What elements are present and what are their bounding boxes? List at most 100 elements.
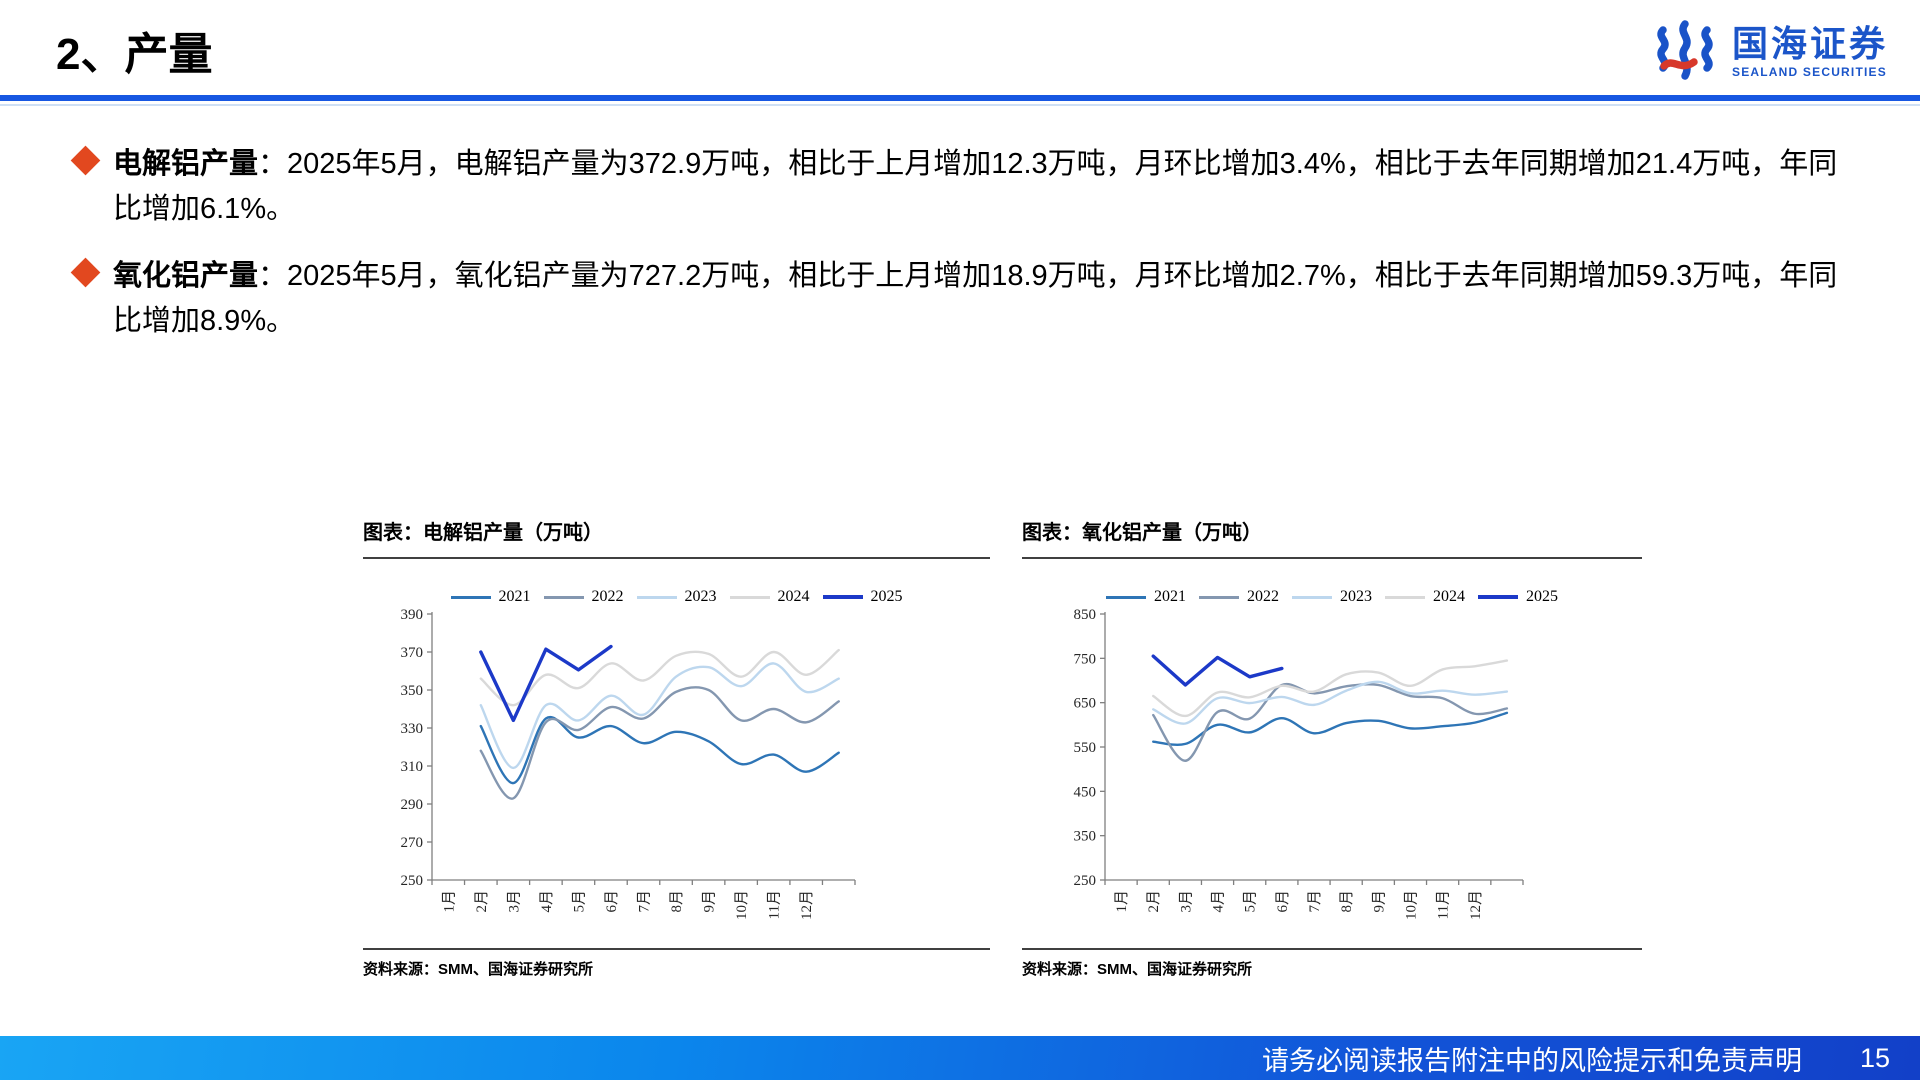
svg-text:350: 350 [1074, 829, 1097, 845]
svg-text:7月: 7月 [637, 890, 653, 913]
legend-label: 2024 [777, 588, 810, 605]
header-secondary-rule [0, 104, 1920, 106]
legend-swatch [636, 595, 677, 599]
svg-text:350: 350 [401, 683, 424, 699]
legend-label: 2025 [870, 588, 903, 605]
legend-label: 2025 [1526, 588, 1558, 605]
sealand-logo: 国海证券 SEALAND SECURITIES [1650, 16, 1888, 87]
legend-item-2025: 2025 [1478, 588, 1558, 606]
chart-source: 资料来源：SMM、国海证券研究所 [1022, 961, 1252, 978]
svg-text:330: 330 [401, 721, 424, 737]
legend-item-2024: 2024 [729, 588, 810, 606]
diamond-bullet-icon [70, 145, 101, 176]
series-line-2025 [479, 644, 613, 723]
svg-text:10月: 10月 [734, 890, 750, 920]
legend-item-2022: 2022 [1199, 588, 1279, 606]
chart-top-rule [1022, 557, 1642, 559]
sealand-logo-mark-icon [1650, 16, 1722, 87]
svg-text:3月: 3月 [506, 890, 522, 913]
chart-top-rule [363, 557, 990, 559]
legend-swatch [543, 595, 584, 599]
svg-text:9月: 9月 [702, 890, 718, 913]
svg-text:250: 250 [401, 873, 424, 889]
legend-item-2022: 2022 [543, 588, 624, 606]
series-line-2022 [479, 686, 840, 800]
legend-label: 2021 [1154, 588, 1186, 605]
svg-text:750: 750 [1074, 651, 1097, 667]
svg-text:10月: 10月 [1403, 890, 1419, 920]
bullet-alumina: 氧化铝产量：2025年5月，氧化铝产量为727.2万吨，相比于上月增加18.9万… [70, 254, 1865, 344]
logo-en-text: SEALAND SECURITIES [1731, 64, 1887, 79]
svg-text:6月: 6月 [1275, 890, 1291, 913]
svg-text:270: 270 [401, 835, 424, 851]
svg-text:5月: 5月 [571, 890, 587, 913]
svg-text:9月: 9月 [1371, 890, 1387, 913]
svg-text:850: 850 [1074, 607, 1097, 623]
series-line-2024 [1152, 659, 1509, 718]
legend-label: 2024 [1433, 588, 1465, 605]
legend-item-2023: 2023 [636, 588, 717, 606]
legend-label: 2022 [1247, 588, 1279, 605]
chart-legend: 2021 2022 2023 2024 2025 [363, 588, 990, 606]
legend-swatch [1478, 595, 1518, 599]
svg-text:2月: 2月 [1146, 890, 1162, 913]
legend-swatch [1292, 595, 1332, 599]
footer-bar: 请务必阅读报告附注中的风险提示和免责声明 15 [0, 1036, 1920, 1080]
legend-swatch [1106, 595, 1146, 599]
svg-text:310: 310 [401, 759, 424, 775]
chart-title: 图表：氧化铝产量（万吨） [1022, 522, 1262, 544]
bullet-text: 氧化铝产量：2025年5月，氧化铝产量为727.2万吨，相比于上月增加18.9万… [113, 254, 1865, 344]
svg-text:7月: 7月 [1307, 890, 1323, 913]
series-line-2023 [1152, 680, 1509, 725]
legend-swatch [1199, 595, 1239, 599]
svg-text:5月: 5月 [1243, 890, 1259, 913]
chart-bottom-rule [363, 948, 990, 950]
chart-plot-svg: 250 270 290 310 330 350 370 390 1月 2月 3月 4月 5月 6月 7月 8月… [401, 607, 856, 920]
svg-text:6月: 6月 [604, 890, 620, 913]
svg-text:290: 290 [401, 797, 424, 813]
svg-text:250: 250 [1074, 873, 1097, 889]
bullet-electrolytic-aluminum: 电解铝产量：2025年5月，电解铝产量为372.9万吨，相比于上月增加12.3万… [70, 142, 1865, 232]
legend-swatch [1385, 595, 1425, 599]
page-title: 2、产量 [56, 30, 213, 79]
legend-label: 2022 [591, 588, 624, 605]
svg-text:8月: 8月 [669, 890, 685, 913]
bullet-body: ：2025年5月，电解铝产量为372.9万吨，相比于上月增加12.3万吨，月环比… [113, 148, 1838, 225]
footer-disclaimer: 请务必阅读报告附注中的风险提示和免责声明 [1261, 1045, 1802, 1076]
svg-text:8月: 8月 [1339, 890, 1355, 913]
svg-text:4月: 4月 [1211, 890, 1227, 913]
legend-item-2023: 2023 [1292, 588, 1372, 606]
series-line-2025 [1151, 654, 1284, 687]
series-line-2023 [479, 662, 840, 770]
svg-text:390: 390 [401, 607, 424, 623]
header-accent-rule [0, 95, 1920, 101]
series-line-2021 [1152, 711, 1509, 746]
svg-text:450: 450 [1074, 784, 1097, 800]
svg-text:4月: 4月 [539, 890, 555, 913]
bullet-label: 电解铝产量 [113, 148, 259, 180]
legend-item-2021: 2021 [1106, 588, 1186, 606]
legend-label: 2023 [684, 588, 717, 605]
legend-item-2024: 2024 [1385, 588, 1465, 606]
chart-card-alumina: 图表：氧化铝产量（万吨） 2021 2022 2023 2024 2025 250 350… [1022, 516, 1642, 996]
legend-item-2025: 2025 [822, 588, 903, 606]
svg-text:3月: 3月 [1178, 890, 1194, 913]
diamond-bullet-icon [70, 257, 101, 288]
svg-text:11月: 11月 [767, 890, 783, 919]
svg-text:11月: 11月 [1436, 890, 1452, 919]
legend-item-2021: 2021 [450, 588, 531, 606]
svg-text:12月: 12月 [799, 890, 815, 920]
svg-text:370: 370 [401, 645, 424, 661]
svg-text:1月: 1月 [1114, 890, 1130, 913]
bullet-body: ：2025年5月，氧化铝产量为727.2万吨，相比于上月增加18.9万吨，月环比… [113, 260, 1838, 337]
series-line-2024 [479, 648, 840, 707]
legend-swatch [822, 595, 863, 599]
chart-bottom-rule [1022, 948, 1642, 950]
chart-plot-svg: 250 350 450 550 650 750 850 1月 2月 3月 4月 5月 6月 7月 8月 9月 1… [1074, 607, 1524, 920]
svg-text:2月: 2月 [474, 890, 490, 913]
bullet-text: 电解铝产量：2025年5月，电解铝产量为372.9万吨，相比于上月增加12.3万… [113, 142, 1865, 232]
chart-title: 图表：电解铝产量（万吨） [363, 522, 603, 544]
line-chart: 250 350 450 550 650 750 850 1月 2月 3月 4月 5月 6月 7月 8月 9月 1… [1022, 606, 1642, 946]
svg-text:12月: 12月 [1468, 890, 1484, 920]
